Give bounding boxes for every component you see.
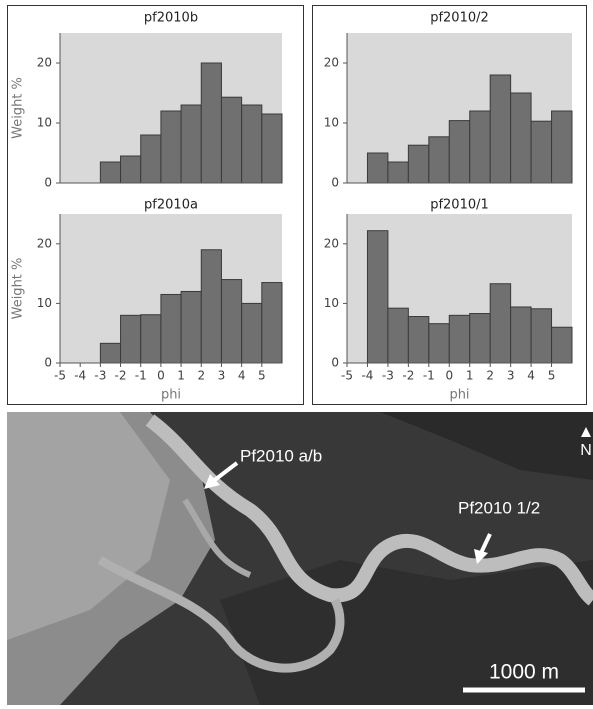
bar (99, 161, 122, 184)
x-tick-label: -4 (74, 369, 86, 383)
bar (448, 314, 471, 364)
y-tick-label: 20 (37, 56, 52, 70)
bar (407, 144, 430, 184)
bar (407, 316, 430, 364)
terrain (7, 412, 170, 640)
bar (220, 279, 243, 364)
bar (140, 134, 162, 184)
arrow (210, 461, 239, 484)
bar (180, 290, 202, 364)
bar (200, 62, 222, 184)
bar (160, 293, 182, 364)
x-tick-label: 3 (218, 369, 226, 383)
x-tick-label: 5 (258, 369, 266, 383)
bar (120, 155, 142, 184)
site-label: Pf2010 1/2 (458, 498, 540, 517)
north-label: N (580, 442, 592, 459)
y-tick-label: 10 (324, 296, 339, 310)
x-tick-label: 5 (548, 369, 556, 383)
bar (387, 161, 409, 184)
x-tick-label: -2 (115, 369, 127, 383)
y-axis-label: Weight % (11, 77, 26, 139)
y-tick-label: 0 (331, 356, 339, 370)
x-tick-label: -1 (423, 369, 435, 383)
x-tick-label: -3 (94, 369, 106, 383)
bar (200, 249, 222, 364)
x-tick-label: 0 (157, 369, 165, 383)
river (145, 414, 593, 606)
river (97, 556, 345, 673)
bar (551, 326, 573, 364)
y-tick-label: 20 (324, 56, 339, 70)
y-tick-label: 0 (44, 176, 52, 190)
bar (448, 120, 471, 184)
y-tick-label: 10 (324, 116, 339, 130)
bar (428, 136, 450, 184)
x-tick-label: 1 (466, 369, 474, 383)
bar (241, 302, 263, 364)
site-label: Pf2010 a/b (240, 446, 322, 465)
bar (551, 110, 573, 184)
y-tick-label: 20 (37, 236, 52, 250)
aerial-image: Pf2010 a/b Pf2010 1/2 N 1000 m (7, 412, 593, 705)
bar (469, 110, 491, 184)
chart-title: pf2010a (144, 198, 198, 213)
forest (220, 560, 593, 705)
x-axis-label: phi (161, 388, 181, 403)
north-arrow (581, 427, 591, 437)
bar (387, 307, 409, 364)
x-tick-label: 0 (445, 369, 453, 383)
y-axis-label: Weight % (11, 258, 26, 320)
x-tick-label: 1 (177, 369, 185, 383)
x-axis-label: phi (449, 388, 469, 403)
bar (99, 342, 122, 364)
bar (180, 104, 202, 184)
y-tick-label: 0 (44, 356, 52, 370)
bar (140, 314, 162, 364)
bar (530, 120, 553, 184)
bar (241, 104, 263, 184)
bar (510, 306, 532, 364)
arrowhead (474, 549, 488, 564)
bar (160, 110, 182, 184)
bar (469, 313, 491, 364)
x-tick-label: 3 (507, 369, 515, 383)
x-tick-label: -5 (54, 369, 66, 383)
bar (366, 230, 389, 364)
bar (261, 113, 283, 184)
bar (366, 152, 389, 184)
bar (261, 282, 283, 364)
x-tick-label: -1 (135, 369, 147, 383)
scale-label: 1000 m (489, 661, 559, 684)
y-tick-label: 20 (324, 236, 339, 250)
bar (120, 314, 142, 364)
x-tick-label: 2 (197, 369, 205, 383)
x-tick-label: 2 (486, 369, 494, 383)
bar (510, 92, 532, 184)
bar (220, 96, 243, 184)
forest (380, 412, 593, 480)
bar (428, 323, 450, 364)
chart-title: pf2010b (144, 11, 198, 26)
x-tick-label: -5 (341, 369, 353, 383)
river (182, 498, 252, 578)
chart-title: pf2010/1 (430, 198, 489, 213)
chart-title: pf2010/2 (430, 11, 489, 26)
x-tick-label: -4 (361, 369, 373, 383)
arrow (479, 533, 492, 554)
x-tick-label: 4 (238, 369, 246, 383)
bar (530, 308, 553, 364)
x-tick-label: -2 (402, 369, 414, 383)
y-tick-label: 0 (331, 176, 339, 190)
x-tick-label: -3 (382, 369, 394, 383)
y-tick-label: 10 (37, 296, 52, 310)
arrowhead (204, 474, 220, 489)
y-tick-label: 10 (37, 116, 52, 130)
bar (489, 283, 512, 364)
x-tick-label: 4 (527, 369, 535, 383)
bar (489, 74, 512, 184)
